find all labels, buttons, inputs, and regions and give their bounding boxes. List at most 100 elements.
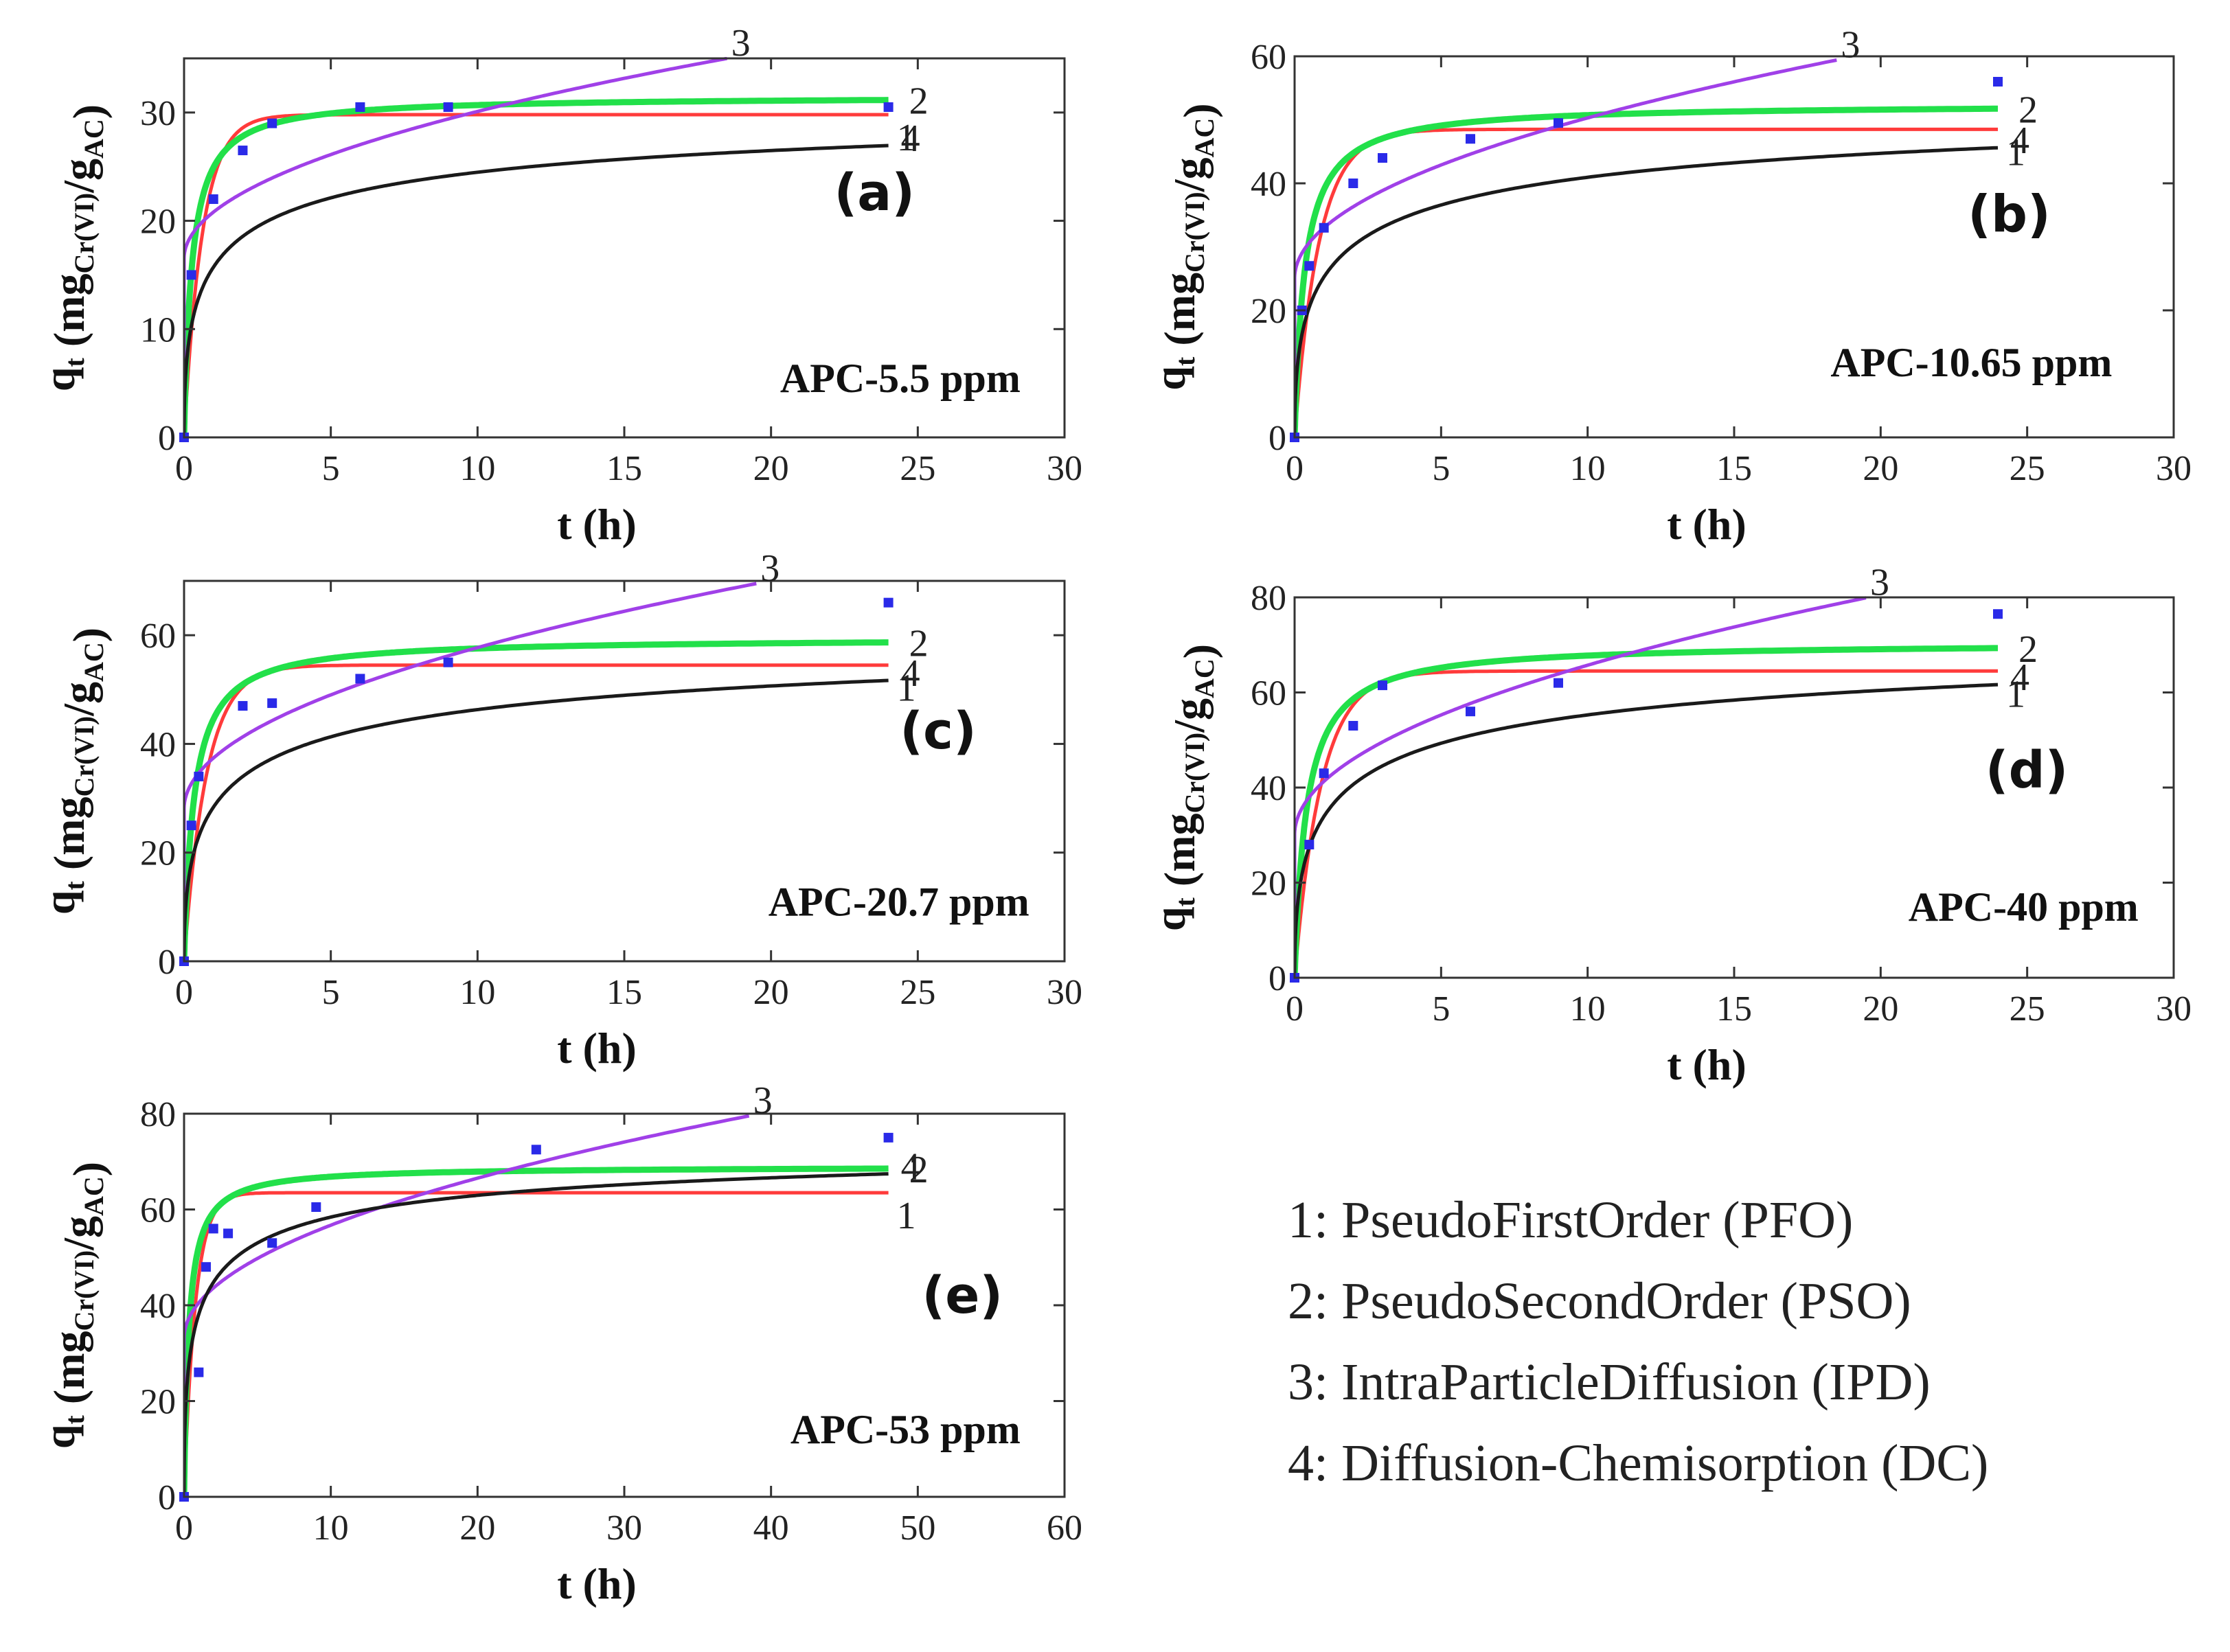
x-tick-label: 30 bbox=[1047, 973, 1082, 1012]
y-tick-label: 10 bbox=[140, 310, 176, 349]
curve-pfo-e bbox=[184, 1191, 889, 1497]
data-point bbox=[1466, 134, 1475, 144]
y-tick-label: 20 bbox=[140, 834, 176, 873]
y-tick-label: 80 bbox=[1251, 579, 1286, 618]
x-tick-label: 20 bbox=[753, 973, 789, 1012]
curve-label-3: 3 bbox=[753, 1079, 773, 1122]
curve-dc-a bbox=[184, 144, 889, 437]
annotation-a: APC-5.5 ppm bbox=[780, 356, 1021, 401]
curve-ipd-d bbox=[1295, 596, 1867, 978]
curve-label-2: 2 bbox=[909, 1149, 929, 1191]
x-tick-label: 10 bbox=[459, 449, 495, 488]
legend-item-ipd: 3: IntraParticleDiffusion (IPD) bbox=[1288, 1353, 1931, 1411]
curves-e bbox=[184, 1114, 889, 1497]
data-point bbox=[223, 1228, 234, 1239]
panel-b: 0 5 10 15 20 25 30 0 20 40 60 t (h) qt (mgCr(VI)/gAC… bbox=[1146, 23, 2192, 549]
panel-tag-d: (d) bbox=[1986, 741, 2069, 800]
curve-pso-c bbox=[184, 639, 889, 961]
data-point bbox=[311, 1202, 321, 1213]
data-point bbox=[194, 771, 204, 781]
x-tick-label: 10 bbox=[1570, 989, 1606, 1029]
x-tick-label: 30 bbox=[2156, 449, 2192, 488]
panel-e: 0 10 20 30 40 50 60 0 20 40 60 80 t (h) qt (mgCr(VI)/… bbox=[35, 1079, 1082, 1608]
data-point bbox=[1319, 222, 1329, 233]
data-point bbox=[1348, 179, 1358, 188]
y-tick-label: 60 bbox=[1251, 674, 1286, 713]
x-tick-label: 5 bbox=[1432, 449, 1450, 488]
legend-item-pfo: 1: PseudoFirstOrder (PFO) bbox=[1288, 1191, 1853, 1249]
y-axis-label: qt (mgCr(VI)/gAC) bbox=[35, 1162, 113, 1449]
x-tick-label: 40 bbox=[753, 1508, 789, 1548]
annotation-e: APC-53 ppm bbox=[790, 1407, 1021, 1452]
curve-pso-e bbox=[184, 1165, 889, 1497]
data-point bbox=[194, 1367, 204, 1377]
data-point bbox=[355, 674, 365, 684]
y-axis-label: qt (mgCr(VI)/gAC) bbox=[1146, 103, 1223, 390]
curve-dc-e bbox=[184, 1172, 889, 1497]
x-tick-label: 10 bbox=[313, 1508, 349, 1548]
y-axis-label: qt (mgCr(VI)/gAC) bbox=[1146, 644, 1223, 931]
y-axis-label: qt (mgCr(VI)/gAC) bbox=[35, 628, 113, 915]
curves-b bbox=[1295, 58, 1999, 437]
x-tick-label: 15 bbox=[1716, 449, 1752, 488]
curve-label-2: 2 bbox=[909, 623, 929, 665]
data-point bbox=[267, 1238, 277, 1248]
data-point bbox=[883, 1132, 894, 1143]
curves-a bbox=[184, 57, 889, 437]
y-tick-label: 40 bbox=[140, 725, 176, 764]
curve-label-1: 1 bbox=[2006, 131, 2025, 174]
data-point bbox=[1378, 680, 1387, 691]
data-point bbox=[443, 102, 453, 112]
x-tick-label: 10 bbox=[459, 973, 495, 1012]
curve-ipd-e bbox=[184, 1114, 750, 1497]
x-axis-label: t (h) bbox=[557, 1024, 637, 1072]
curve-label-3: 3 bbox=[731, 22, 751, 65]
data-point bbox=[355, 102, 365, 112]
curve-dc-c bbox=[184, 678, 889, 961]
y-tick-label: 80 bbox=[140, 1095, 176, 1134]
curve-label-3: 3 bbox=[1870, 562, 1889, 604]
x-tick-label: 25 bbox=[2010, 989, 2045, 1029]
y-tick-label: 30 bbox=[140, 94, 176, 133]
x-tick-label: 20 bbox=[459, 1508, 495, 1548]
data-point bbox=[1554, 118, 1563, 128]
y-tick-label: 20 bbox=[140, 203, 176, 242]
data-point bbox=[1993, 609, 2003, 619]
x-axis-label: t (h) bbox=[1667, 500, 1747, 549]
x-axis-label: t (h) bbox=[557, 1559, 637, 1608]
x-tick-label: 30 bbox=[2156, 989, 2192, 1029]
curves-c bbox=[184, 582, 889, 961]
data-point bbox=[531, 1145, 541, 1155]
y-tick-label: 40 bbox=[1251, 769, 1286, 808]
curve-ipd-b bbox=[1295, 58, 1837, 437]
data-point bbox=[267, 118, 277, 128]
y-tick-label: 20 bbox=[1251, 292, 1286, 331]
y-tick-label: 60 bbox=[1251, 38, 1286, 77]
x-tick-label: 15 bbox=[606, 973, 642, 1012]
curve-pso-d bbox=[1295, 645, 1998, 978]
legend: 1: PseudoFirstOrder (PFO) 2: PseudoSecon… bbox=[1288, 1191, 1988, 1492]
y-tick-label: 40 bbox=[140, 1287, 176, 1326]
panel-tag-a: (a) bbox=[834, 163, 915, 222]
x-tick-label: 20 bbox=[1863, 449, 1898, 488]
x-tick-label: 25 bbox=[900, 973, 935, 1012]
curve-label-2: 2 bbox=[909, 80, 929, 123]
x-axis-label: t (h) bbox=[557, 500, 637, 549]
data-point bbox=[208, 194, 218, 205]
x-tick-label: 5 bbox=[1432, 989, 1450, 1029]
data-point bbox=[1993, 77, 2003, 87]
curve-label-2: 2 bbox=[2018, 628, 2038, 671]
x-tick-label: 30 bbox=[606, 1508, 642, 1548]
y-tick-label: 0 bbox=[158, 419, 176, 458]
data-point bbox=[443, 657, 453, 667]
data-point bbox=[1304, 840, 1315, 850]
data-point bbox=[201, 1262, 212, 1272]
data-point bbox=[208, 1224, 218, 1234]
y-tick-label: 0 bbox=[158, 1478, 176, 1517]
x-tick-label: 5 bbox=[322, 973, 340, 1012]
curve-label-3: 3 bbox=[1841, 23, 1860, 66]
data-point bbox=[186, 821, 196, 831]
curve-label-4: 4 bbox=[901, 117, 920, 160]
panel-tag-e: (e) bbox=[922, 1266, 1003, 1325]
panel-tag-b: (b) bbox=[1968, 185, 2051, 244]
